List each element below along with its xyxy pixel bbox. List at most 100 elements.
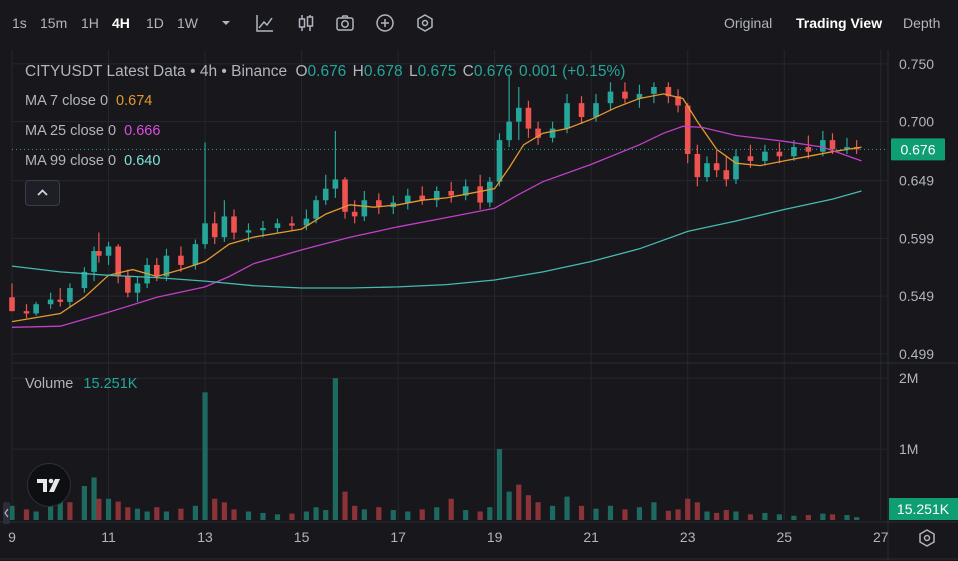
volume-bar bbox=[323, 510, 329, 520]
settings-hex-icon[interactable] bbox=[415, 13, 435, 33]
volume-bar bbox=[525, 495, 532, 520]
volume-bar bbox=[564, 496, 570, 520]
volume-bar bbox=[477, 511, 483, 520]
timeframe-1d[interactable]: 1D bbox=[146, 15, 164, 31]
chevron-down-icon[interactable] bbox=[216, 13, 236, 33]
candles-icon[interactable] bbox=[296, 13, 316, 33]
chevron-up-icon bbox=[37, 189, 48, 196]
volume-bar bbox=[434, 507, 440, 520]
volume-bar bbox=[549, 505, 556, 520]
last-volume-tag-label: 15.251K bbox=[897, 501, 950, 517]
axes bbox=[0, 50, 958, 560]
volume-bar bbox=[405, 511, 411, 520]
candle-body bbox=[622, 91, 628, 99]
candle-body bbox=[525, 107, 532, 129]
camera-icon[interactable] bbox=[335, 13, 355, 33]
candle-body bbox=[776, 151, 783, 157]
volume-bar bbox=[578, 505, 585, 520]
volume-label: Volume bbox=[25, 376, 74, 392]
candle-body bbox=[593, 103, 599, 118]
volume-bar bbox=[289, 513, 295, 520]
volume-bar bbox=[342, 491, 348, 520]
candle-body bbox=[289, 223, 295, 226]
candle-body bbox=[477, 186, 483, 203]
candle-body bbox=[202, 223, 208, 245]
candle-body bbox=[192, 244, 199, 265]
timeframe-1w[interactable]: 1W bbox=[177, 15, 198, 31]
volume-bar bbox=[791, 515, 797, 520]
candle-body bbox=[342, 179, 348, 212]
candle-body bbox=[231, 216, 237, 233]
collapse-legend-button[interactable] bbox=[25, 180, 60, 206]
candle-body bbox=[245, 230, 252, 233]
chevron-left-icon bbox=[4, 508, 9, 518]
candle-body bbox=[607, 91, 614, 104]
timeframe-4h[interactable]: 4H bbox=[112, 15, 130, 31]
volume-bar bbox=[622, 509, 628, 520]
volume-bar bbox=[178, 508, 184, 520]
volume-legend: Volume 15.251K bbox=[25, 376, 137, 392]
volume-tick-label: 2M bbox=[899, 370, 918, 386]
price-tick-label: 0.750 bbox=[899, 56, 934, 72]
volume-tick-label: 1M bbox=[899, 441, 918, 457]
ma99-value: 0.640 bbox=[124, 153, 161, 169]
volume-bar bbox=[245, 511, 252, 520]
candle-body bbox=[549, 128, 556, 138]
candle-body bbox=[829, 140, 836, 150]
timeframe-1s[interactable]: 1s bbox=[12, 15, 27, 31]
candle-body bbox=[515, 107, 522, 122]
last-price-tag bbox=[891, 138, 945, 161]
candle-body bbox=[125, 276, 131, 293]
view-trading-view[interactable]: Trading View bbox=[796, 15, 883, 31]
volume-bar bbox=[762, 512, 768, 520]
ma25-value: 0.666 bbox=[124, 123, 161, 139]
timeframe-1h[interactable]: 1H bbox=[81, 15, 99, 31]
price-tick-label: 0.549 bbox=[899, 288, 934, 304]
view-depth[interactable]: Depth bbox=[903, 15, 941, 31]
volume-bar bbox=[274, 514, 281, 520]
volume-bar bbox=[733, 511, 739, 520]
view-original[interactable]: Original bbox=[724, 15, 773, 31]
volume-bar bbox=[303, 511, 310, 520]
candle-body bbox=[178, 255, 184, 265]
volume-bar bbox=[463, 510, 469, 520]
time-tick-label: 17 bbox=[390, 529, 406, 545]
candle-body bbox=[81, 271, 88, 289]
last-volume-tag bbox=[889, 498, 958, 520]
volume-bar bbox=[202, 392, 208, 520]
ma99-line bbox=[11, 190, 862, 289]
axis-settings-icon[interactable] bbox=[919, 529, 935, 547]
candle-body bbox=[820, 140, 826, 152]
ma7-label: MA 7 close 0 bbox=[25, 93, 109, 109]
candle-body bbox=[433, 190, 440, 201]
close-value: 0.676 bbox=[473, 63, 513, 80]
volume-bar bbox=[487, 507, 493, 520]
volume-bar bbox=[352, 505, 358, 520]
time-tick-label: 11 bbox=[101, 529, 116, 545]
timeframe-15m[interactable]: 15m bbox=[40, 15, 68, 31]
candle-body bbox=[404, 195, 411, 203]
volume-value: 15.251K bbox=[83, 376, 138, 392]
volume-bar bbox=[48, 495, 54, 520]
price-tick-label: 0.499 bbox=[899, 346, 934, 362]
ma99-label: MA 99 close 0 bbox=[25, 153, 117, 169]
volume-bar bbox=[805, 515, 811, 520]
candle-body bbox=[448, 190, 455, 196]
top-toolbar: 1s 15m 1H 4H 1D 1W Original Trading View… bbox=[0, 0, 958, 48]
plus-circle-icon[interactable] bbox=[375, 13, 395, 33]
volume-bar bbox=[212, 498, 218, 520]
volume-bar bbox=[115, 501, 121, 520]
price-tick-label: 0.649 bbox=[899, 173, 934, 189]
tradingview-logo bbox=[27, 463, 71, 507]
time-tick-label: 19 bbox=[487, 529, 503, 545]
candle-body bbox=[564, 103, 570, 129]
candle-body bbox=[91, 251, 97, 272]
scroll-left-handle[interactable] bbox=[3, 502, 10, 524]
volume-bar bbox=[332, 378, 338, 520]
volume-bar bbox=[723, 510, 729, 520]
indicator-icon[interactable] bbox=[255, 13, 275, 33]
volume-bar bbox=[105, 498, 112, 520]
candle-body bbox=[274, 223, 281, 228]
candle-body bbox=[115, 246, 121, 277]
ma7-legend: MA 7 close 0 0.674 bbox=[25, 93, 152, 109]
